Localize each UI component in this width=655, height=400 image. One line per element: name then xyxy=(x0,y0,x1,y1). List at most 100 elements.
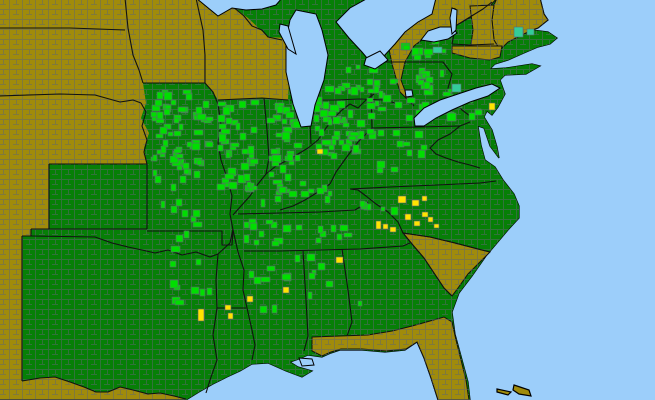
county-marker-missouri xyxy=(173,148,182,154)
county-marker-teal xyxy=(513,26,524,38)
county-marker-ozarks xyxy=(181,209,189,218)
county-marker-tennessee xyxy=(317,225,324,234)
county-marker-tennessee xyxy=(343,232,353,238)
county-marker-yellow xyxy=(411,199,420,207)
county-marker-ms-la xyxy=(260,276,271,283)
county-marker-illinois xyxy=(218,123,227,130)
lake-pontchartrain xyxy=(298,357,315,367)
county-marker-illinois xyxy=(243,173,251,182)
county-marker-tennessee xyxy=(258,230,265,238)
state-border-line xyxy=(263,97,270,175)
county-marker-iowa xyxy=(154,99,163,107)
county-marker-tennessee xyxy=(315,237,322,244)
state-border-line xyxy=(195,0,206,83)
county-marker-illinois xyxy=(250,126,258,134)
county-marker-missouri xyxy=(167,131,174,137)
county-marker-illinois xyxy=(247,145,255,155)
county-marker-ohio xyxy=(328,143,335,151)
county-marker-al-ga xyxy=(306,253,316,262)
lake-huron xyxy=(335,0,437,65)
county-marker-iowa xyxy=(170,99,177,106)
county-marker-wv-va xyxy=(390,166,399,173)
county-marker-ozarks xyxy=(170,205,178,214)
county-marker-ohio xyxy=(356,119,366,128)
county-marker-illinois xyxy=(240,162,250,171)
county-marker-al-ga xyxy=(325,280,334,288)
county-marker-pa-ny-west xyxy=(374,100,380,107)
county-marker-ozarks xyxy=(175,198,183,207)
state-border-line xyxy=(0,27,126,31)
county-marker-pa-ny-west xyxy=(389,78,397,85)
county-marker-indiana xyxy=(271,161,280,167)
county-marker-missouri xyxy=(178,123,184,131)
county-marker-ohio xyxy=(327,118,333,126)
county-marker-yellow xyxy=(382,223,389,230)
lake-champlain xyxy=(449,7,458,36)
county-marker-missouri xyxy=(152,169,158,177)
county-marker-kentucky xyxy=(327,190,333,197)
state-border-line xyxy=(456,1,493,26)
county-marker-indiana xyxy=(270,148,279,155)
county-marker-tennessee xyxy=(243,234,250,244)
county-marker-yellow xyxy=(316,148,324,155)
county-marker-missouri xyxy=(173,130,182,137)
state-border-line xyxy=(349,188,404,234)
county-marker-ohio xyxy=(318,128,325,137)
state-border-line xyxy=(451,43,495,46)
teal-county-markers xyxy=(432,26,535,93)
county-marker-yellow xyxy=(488,102,496,111)
county-marker-iowa xyxy=(156,91,164,100)
county-marker-illinois xyxy=(220,128,231,135)
county-marker-indiana xyxy=(279,164,287,174)
county-marker-illinois xyxy=(216,183,226,191)
county-marker-yellow xyxy=(404,213,412,221)
county-marker-missouri xyxy=(155,133,164,139)
county-marker-kentucky xyxy=(268,171,275,178)
county-marker-tennessee xyxy=(253,239,260,246)
county-marker-teal xyxy=(451,83,462,93)
county-marker-kentucky xyxy=(288,190,298,198)
state-border-line xyxy=(349,180,497,190)
county-marker-missouri xyxy=(163,123,172,130)
county-marker-al-ga xyxy=(357,300,363,307)
county-marker-yellow xyxy=(413,220,421,227)
county-marker-illinois xyxy=(222,106,231,116)
county-marker-nj-pa-east xyxy=(474,109,483,116)
county-marker-ny-hudson xyxy=(423,81,431,90)
county-marker-yellow xyxy=(197,308,205,322)
county-marker-tennessee xyxy=(336,233,343,241)
county-marker-missouri xyxy=(196,113,207,121)
county-marker-missouri xyxy=(193,170,201,179)
county-marker-ms-la xyxy=(253,276,262,285)
county-marker-arkansas-south xyxy=(190,286,200,295)
county-marker-pa-ny-west xyxy=(366,97,374,103)
county-marker-ny-central xyxy=(413,54,422,61)
county-marker-ny-hudson xyxy=(439,69,445,78)
county-marker-missouri xyxy=(170,183,177,192)
county-marker-arkansas-south xyxy=(206,287,213,296)
county-marker-ohio xyxy=(321,139,332,146)
county-marker-nc-west xyxy=(359,200,366,208)
county-marker-indiana xyxy=(272,114,282,121)
county-marker-kentucky xyxy=(324,195,331,204)
county-marker-michigan-south xyxy=(334,87,342,95)
county-marker-michigan-south xyxy=(355,64,361,70)
county-marker-ozarks xyxy=(175,234,184,243)
county-marker-indiana xyxy=(285,111,295,119)
county-marker-illinois xyxy=(218,133,227,143)
county-marker-missouri xyxy=(159,126,168,135)
county-marker-teal xyxy=(526,28,535,36)
county-marker-ohio xyxy=(349,131,360,137)
county-marker-iowa xyxy=(177,106,187,113)
county-marker-illinois xyxy=(224,173,235,180)
state-border-line xyxy=(237,201,369,215)
county-marker-tennessee xyxy=(282,224,292,233)
county-marker-al-ga xyxy=(307,291,313,300)
county-marker-ny-central xyxy=(418,47,424,56)
county-marker-missouri xyxy=(205,116,214,122)
county-marker-missouri xyxy=(205,141,214,148)
county-marker-arkansas-south xyxy=(169,279,179,289)
county-marker-pa-ny-west xyxy=(405,114,414,122)
county-marker-missouri xyxy=(179,175,187,184)
